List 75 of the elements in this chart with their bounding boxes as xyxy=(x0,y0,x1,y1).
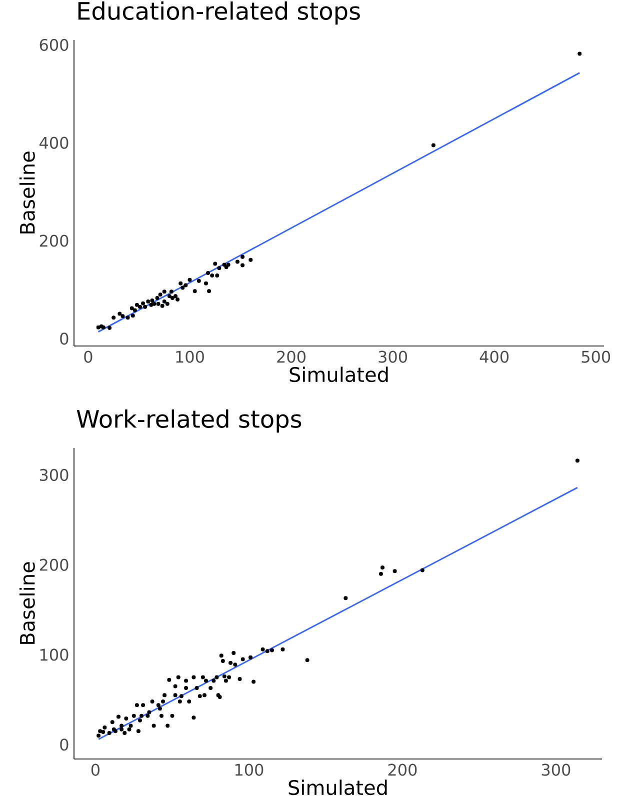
point xyxy=(150,298,154,302)
point xyxy=(152,302,156,306)
y-tick-label: 400 xyxy=(40,136,68,149)
point xyxy=(204,281,208,286)
point xyxy=(162,299,166,304)
point xyxy=(162,290,166,294)
y-tick-label: 0 xyxy=(60,738,68,751)
point xyxy=(120,314,125,318)
point xyxy=(210,274,214,278)
x-tick-label: 300 xyxy=(378,350,408,363)
y-axis-title: Baseline xyxy=(19,152,35,234)
point xyxy=(248,258,253,262)
y-tick-label: 300 xyxy=(40,468,68,482)
point xyxy=(180,286,185,290)
point xyxy=(213,262,218,266)
point xyxy=(224,265,228,270)
point xyxy=(188,278,192,282)
point xyxy=(169,290,174,294)
point xyxy=(206,271,210,276)
point xyxy=(167,294,172,298)
point xyxy=(174,294,178,298)
y-tick-label: 200 xyxy=(40,558,68,571)
x-tick-label: 500 xyxy=(582,350,610,363)
point xyxy=(108,326,112,330)
x-axis-title: Simulated xyxy=(290,366,388,382)
x-tick-label: 0 xyxy=(91,764,100,776)
point xyxy=(158,292,162,297)
x-tick-label: 0 xyxy=(84,350,92,363)
y-tick-label: 0 xyxy=(60,332,68,345)
point xyxy=(156,302,160,306)
x-tick-label: 300 xyxy=(542,764,570,776)
y-axis-title: Baseline xyxy=(19,562,35,644)
point xyxy=(207,289,212,294)
y-tick-label: 100 xyxy=(40,648,68,661)
y-tick-label: 200 xyxy=(40,234,68,247)
point xyxy=(431,143,436,148)
point xyxy=(146,299,150,304)
point xyxy=(170,296,174,300)
x-axis-title: Simulated xyxy=(288,780,387,796)
point xyxy=(138,304,142,309)
point xyxy=(184,283,188,288)
x-tick-label: 400 xyxy=(480,350,509,363)
x-tick-label: 200 xyxy=(277,350,306,363)
point xyxy=(196,278,201,283)
point xyxy=(132,308,137,312)
point xyxy=(130,314,135,318)
point xyxy=(235,260,240,264)
x-tick-label: 200 xyxy=(388,764,417,776)
point xyxy=(112,316,116,320)
point xyxy=(215,274,220,278)
point xyxy=(176,297,180,302)
point xyxy=(141,301,146,306)
x-tick-label: 100 xyxy=(235,764,264,776)
point xyxy=(178,281,183,286)
point xyxy=(130,306,134,310)
point xyxy=(165,302,170,306)
point xyxy=(155,296,160,300)
point xyxy=(143,304,148,309)
point xyxy=(160,304,164,308)
point xyxy=(118,312,122,316)
point xyxy=(240,254,245,259)
point xyxy=(226,262,230,267)
point xyxy=(192,289,197,294)
x-tick-label: 100 xyxy=(176,350,204,363)
point xyxy=(217,266,222,270)
point xyxy=(96,325,100,330)
y-tick-label: 600 xyxy=(40,38,68,51)
chart-title: Work-related stops xyxy=(76,409,302,433)
point xyxy=(134,302,139,307)
chart-title: Education-related stops xyxy=(78,1,360,25)
point xyxy=(578,52,582,56)
point xyxy=(240,263,245,268)
point xyxy=(149,302,154,307)
point xyxy=(126,316,130,320)
point xyxy=(222,262,226,267)
